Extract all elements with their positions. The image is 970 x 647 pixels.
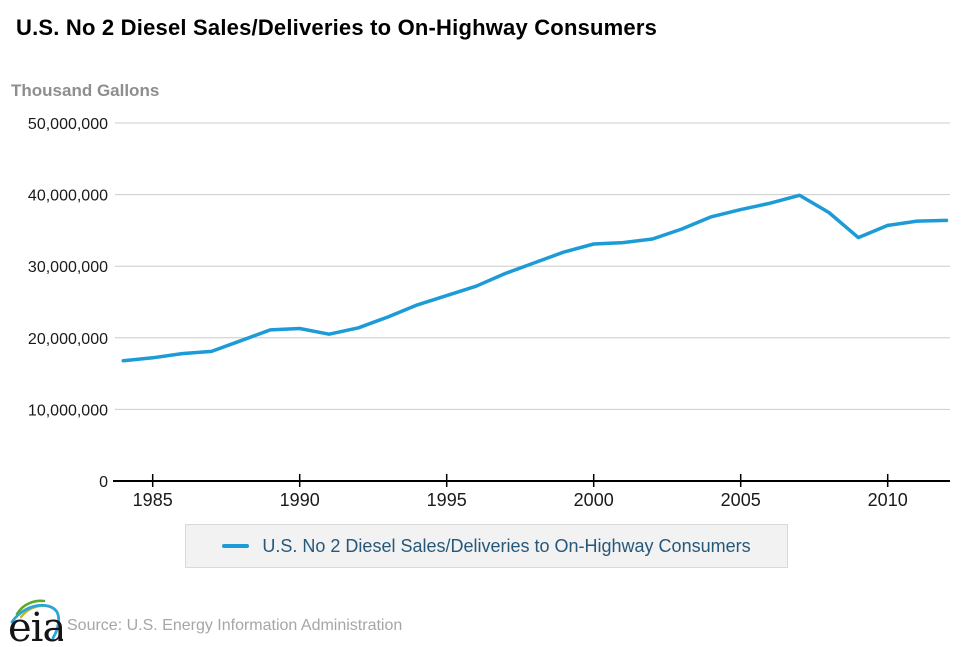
y-tick-label: 10,000,000 (28, 402, 108, 419)
x-tick-label: 2005 (721, 490, 761, 510)
eia-logo-text: eia (8, 605, 63, 646)
y-tick-label: 20,000,000 (28, 331, 108, 348)
series-line-swatch-icon (222, 544, 250, 548)
chart-plot-area: 0 10,000,000 20,000,000 30,000,000 40,000,00… (28, 116, 950, 510)
legend-series-label: U.S. No 2 Diesel Sales/Deliveries to On-… (262, 535, 751, 556)
x-tick-label: 2000 (574, 490, 614, 510)
y-tick-label: 40,000,000 (28, 188, 108, 205)
y-tick-label: 0 (99, 474, 108, 491)
legend: U.S. No 2 Diesel Sales/Deliveries to On-… (185, 524, 788, 568)
eia-logo: eia (8, 599, 63, 646)
x-tick-label: 1995 (427, 490, 467, 510)
y-tick-label: 50,000,000 (28, 116, 108, 133)
x-tick-label: 1990 (280, 490, 320, 510)
x-tick-label: 2010 (868, 490, 908, 510)
source-attribution: Source: U.S. Energy Information Administ… (67, 617, 403, 634)
x-tick-label: 1985 (133, 490, 173, 510)
logo-green-swoosh-icon (15, 599, 46, 616)
logo-blue-swoosh-icon (10, 603, 61, 640)
data-line-series (121, 193, 949, 363)
y-tick-label: 30,000,000 (28, 259, 108, 276)
page-title: U.S. No 2 Diesel Sales/Deliveries to On-… (16, 15, 658, 40)
y-axis-units-label: Thousand Gallons (11, 81, 160, 100)
